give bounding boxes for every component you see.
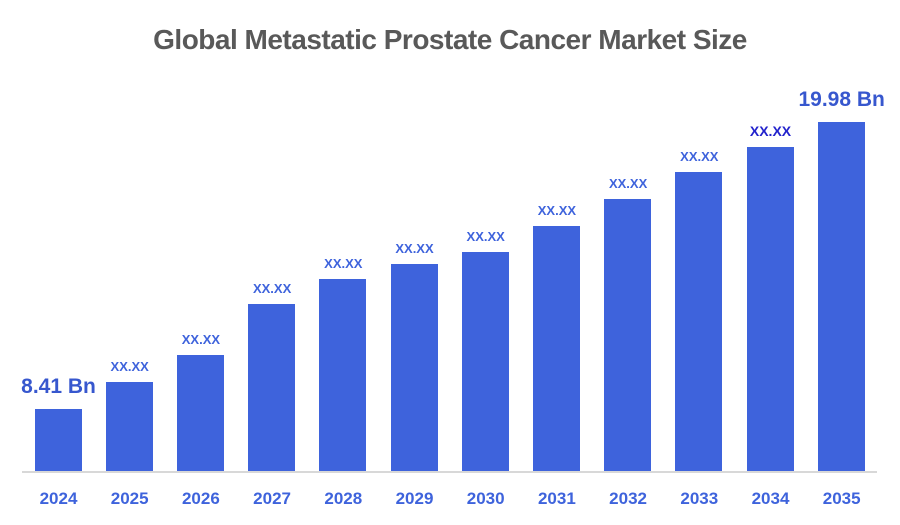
bar-value-label: XX.XX [537,203,577,218]
bar-group-2033: XX.XX 2033 [663,0,735,525]
bar-group-2034: XX.XX 2034 [735,0,807,525]
bar-value-label: XX.XX [466,229,505,244]
x-axis-tick-label: 2030 [466,489,505,508]
bar [675,172,723,471]
bar-group-2031: XX.XX 2031 [521,0,593,525]
bar [461,252,509,471]
bar [604,199,652,471]
bar-group-2029: XX.XX 2029 [379,0,451,525]
bar-value-label: XX.XX [181,332,221,347]
bar-group-2032: XX.XX 2032 [592,0,664,525]
bar [176,355,224,471]
x-axis-tick-label: 2034 [751,489,790,508]
x-axis-baseline [22,471,877,473]
bar-value-label: XX.XX [608,176,648,191]
bar-value-label: 19.98 Bn [798,88,885,111]
bar-value-label: XX.XX [680,149,719,164]
bar [34,409,82,471]
x-axis-tick-label: 2025 [110,489,149,508]
x-axis-tick-label: 2027 [253,489,292,508]
bar-value-label: 8.41 Bn [21,375,96,398]
bar [390,264,438,471]
x-axis-tick-label: 2035 [822,489,861,508]
x-axis-tick-label: 2028 [324,489,363,508]
bar-value-label: XX.XX [252,281,292,296]
x-axis-tick-label: 2026 [181,489,220,508]
bar [319,279,367,471]
x-axis-tick-label: 2031 [537,489,576,508]
bar-value-label: XX.XX [749,123,792,139]
bar-group-2026: XX.XX 2026 [165,0,237,525]
bar [105,382,153,471]
x-axis-tick-label: 2024 [39,489,78,508]
bar-group-2027: XX.XX 2027 [236,0,308,525]
x-axis-tick-label: 2032 [609,489,648,508]
bar [248,304,296,471]
x-axis-tick-label: 2029 [395,489,434,508]
chart-title: Global Metastatic Prostate Cancer Market… [153,24,747,55]
bar-value-label: XX.XX [110,359,149,374]
bar [817,122,865,471]
bar [746,147,794,471]
bar-group-2024: 8.41 Bn 2024 [21,0,96,525]
bar-group-2030: XX.XX 2030 [450,0,522,525]
bar-value-label: XX.XX [395,241,434,256]
bar-group-2025: XX.XX 2025 [94,0,166,525]
x-axis-tick-label: 2033 [680,489,719,508]
bar-value-label: XX.XX [324,256,363,271]
bar-group-2028: XX.XX 2028 [307,0,379,525]
bar-group-2035: 19.98 Bn 2035 [798,0,884,525]
bar [532,226,580,471]
